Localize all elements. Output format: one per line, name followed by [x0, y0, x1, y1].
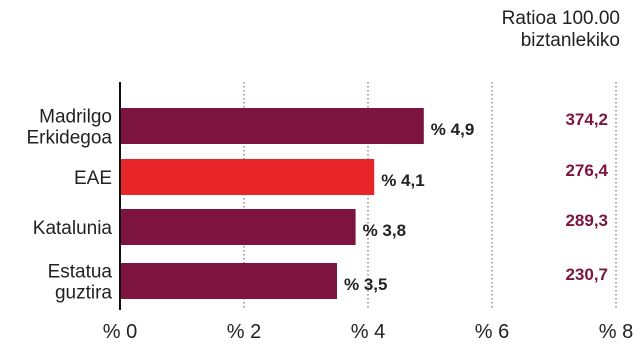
x-tick-label-1: % 2	[227, 321, 261, 343]
category-label-line: Katalunia	[33, 218, 113, 239]
ratio-column-title: Ratioa 100.00 biztanlekiko	[502, 8, 620, 52]
ratio-title-line-2: biztanlekiko	[520, 30, 620, 51]
category-label-1: EAE	[74, 168, 112, 189]
category-label-line: Erkidegoa	[26, 128, 112, 149]
x-tick-label-3: % 6	[475, 321, 509, 343]
bar-2	[120, 209, 356, 245]
x-tick-label-0: % 0	[103, 321, 137, 343]
category-label-0: Madrilgo Erkidegoa	[26, 107, 112, 149]
bar-0	[120, 108, 424, 144]
ratio-value-3: 230,7	[565, 265, 608, 284]
category-label-line: guztira	[55, 283, 112, 304]
x-tick-label-2: % 4	[351, 321, 385, 343]
bar-3	[120, 263, 337, 299]
ratio-value-2: 289,3	[565, 211, 608, 230]
value-label-3: % 3,5	[344, 275, 387, 294]
value-label-0: % 4,9	[431, 120, 474, 139]
ratio-value-0: 374,2	[565, 110, 608, 129]
ratio-value-1: 276,4	[565, 161, 608, 180]
x-tick-label-4: % 8	[599, 321, 633, 343]
value-label-1: % 4,1	[381, 171, 424, 190]
category-label-line: EAE	[74, 168, 112, 189]
category-label-2: Katalunia	[33, 218, 113, 239]
value-label-2: % 3,8	[363, 221, 406, 240]
category-label-line: Estatua	[48, 262, 113, 283]
ratio-title-line-1: Ratioa 100.00	[501, 8, 620, 29]
category-label-3: Estatua guztira	[48, 262, 113, 304]
category-label-line: Madrilgo	[39, 107, 112, 128]
bar-1	[120, 159, 375, 195]
